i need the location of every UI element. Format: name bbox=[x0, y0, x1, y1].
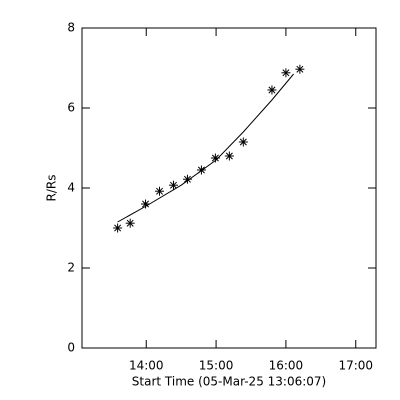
star-point bbox=[155, 186, 165, 196]
star-stroke bbox=[114, 224, 122, 232]
star-stroke bbox=[282, 69, 290, 77]
star-point bbox=[168, 180, 178, 190]
star-stroke bbox=[268, 86, 276, 94]
star-point bbox=[238, 137, 248, 147]
y-tick-label: 2 bbox=[67, 261, 75, 275]
star-stroke bbox=[296, 65, 304, 73]
star-point bbox=[125, 218, 135, 228]
star-stroke bbox=[183, 175, 191, 183]
y-tick-label: 0 bbox=[67, 341, 75, 355]
x-tick-label: 16:00 bbox=[269, 359, 304, 373]
plot-frame bbox=[81, 27, 377, 349]
star-stroke bbox=[126, 219, 134, 227]
fit-line bbox=[117, 73, 294, 223]
x-tick-label: 14:00 bbox=[129, 359, 164, 373]
star-point bbox=[281, 68, 291, 78]
star-point bbox=[113, 223, 123, 233]
star-point bbox=[182, 174, 192, 184]
star-stroke bbox=[225, 152, 233, 160]
star-stroke bbox=[156, 187, 164, 195]
x-tick-label: 17:00 bbox=[338, 359, 373, 373]
star-point bbox=[141, 199, 151, 209]
star-stroke bbox=[211, 154, 219, 162]
star-point bbox=[267, 85, 277, 95]
star-stroke bbox=[169, 181, 177, 189]
y-tick-label: 6 bbox=[67, 101, 75, 115]
star-stroke bbox=[142, 200, 150, 208]
star-point bbox=[224, 151, 234, 161]
y-tick-label: 8 bbox=[67, 21, 75, 35]
y-axis-label: R/Rs bbox=[45, 175, 59, 202]
x-tick-label: 15:00 bbox=[199, 359, 234, 373]
star-point bbox=[295, 64, 305, 74]
y-tick-label: 4 bbox=[67, 181, 75, 195]
x-axis-label: Start Time (05-Mar-25 13:06:07) bbox=[132, 375, 326, 389]
star-stroke bbox=[239, 138, 247, 146]
